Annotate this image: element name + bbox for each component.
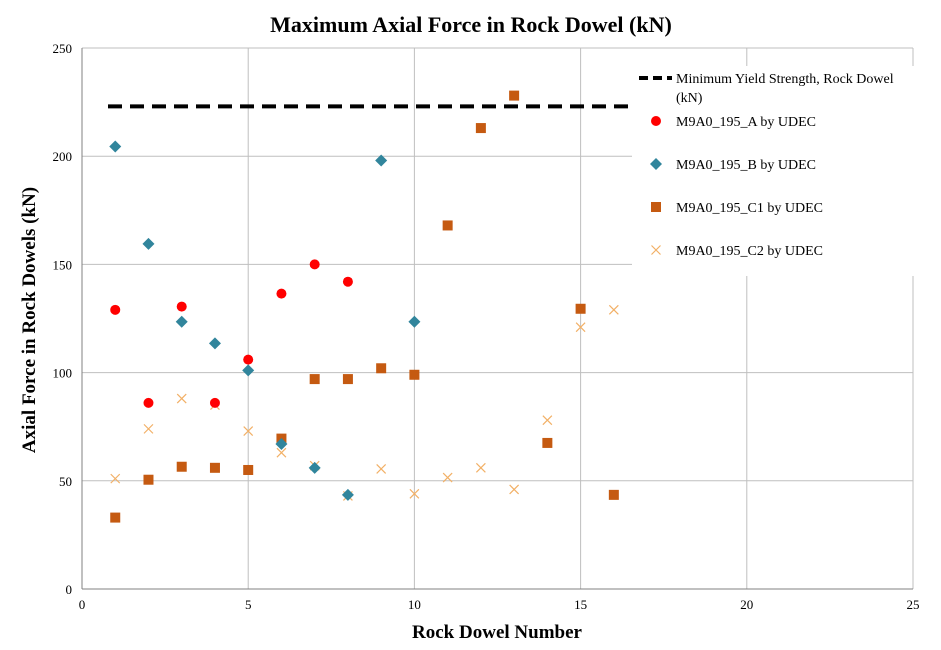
data-point-diamond [375, 154, 388, 167]
data-point-x [442, 472, 453, 483]
legend-swatch-square [651, 202, 661, 212]
data-point-circle [209, 397, 220, 408]
data-point-circle [342, 276, 353, 287]
data-point-diamond [275, 438, 288, 451]
legend: Minimum Yield Strength, Rock Dowel (kN) M9… [639, 72, 894, 259]
data-point-x [608, 304, 619, 315]
data-point-square [209, 462, 220, 473]
data-point-diamond [242, 364, 255, 377]
data-point-x [276, 447, 287, 458]
data-point-square [542, 437, 553, 448]
data-marks [109, 90, 619, 523]
data-point-square [342, 374, 353, 385]
y-axis-label: Axial Force in Rock Dowels (kN) [19, 187, 40, 453]
data-point-square [309, 374, 320, 385]
data-point-circle [110, 304, 121, 315]
legend-label: M9A0_195_A by UDEC [676, 115, 816, 130]
data-point-x [509, 484, 520, 495]
data-point-square [143, 474, 154, 485]
legend-swatch-x [651, 245, 661, 255]
data-point-square [409, 369, 420, 380]
chart-title: Maximum Axial Force in Rock Dowel (kN) [270, 12, 672, 37]
data-point-diamond [175, 315, 188, 328]
y-tick-label: 0 [66, 582, 73, 597]
data-point-diamond [341, 488, 354, 501]
data-point-diamond [109, 140, 122, 153]
legend-box [632, 66, 925, 276]
legend-swatch-diamond [650, 158, 662, 170]
legend-label: M9A0_195_B by UDEC [676, 158, 816, 173]
data-point-square [243, 464, 254, 475]
data-point-square [608, 489, 619, 500]
x-tick-label: 10 [408, 597, 421, 612]
data-point-square [442, 220, 453, 231]
data-point-x [475, 462, 486, 473]
data-point-circle [243, 354, 254, 365]
data-point-circle [309, 259, 320, 270]
legend-label-reference-line-unit: (kN) [676, 91, 703, 106]
legend-swatch-circle [651, 116, 661, 126]
data-point-square [509, 90, 520, 101]
data-point-x [542, 415, 553, 426]
x-tick-label: 25 [907, 597, 920, 612]
data-point-square [110, 512, 121, 523]
x-tick-label: 5 [245, 597, 252, 612]
x-tick-label: 15 [574, 597, 587, 612]
data-point-x [110, 473, 121, 484]
data-point-circle [176, 301, 187, 312]
y-tick-label: 50 [59, 474, 72, 489]
legend-label: M9A0_195_C1 by UDEC [676, 201, 823, 216]
data-point-circle [143, 397, 154, 408]
data-point-circle [276, 288, 287, 299]
data-point-diamond [208, 337, 221, 350]
y-tick-label: 200 [53, 149, 73, 164]
legend-label-reference-line: Minimum Yield Strength, Rock Dowel [676, 72, 894, 87]
data-point-square [475, 123, 486, 134]
axes: 0 50 100 150 200 250 0 5 10 15 20 25 [53, 41, 920, 612]
legend-label: M9A0_195_C2 by UDEC [676, 244, 823, 259]
data-point-diamond [308, 461, 321, 474]
data-point-diamond [408, 315, 421, 328]
x-tick-label: 20 [740, 597, 753, 612]
y-tick-label: 150 [53, 257, 73, 272]
data-point-x [575, 322, 586, 333]
data-point-x [143, 423, 154, 434]
data-point-square [376, 363, 387, 374]
data-point-x [176, 393, 187, 404]
data-point-square [176, 461, 187, 472]
x-axis-label: Rock Dowel Number [412, 622, 582, 643]
data-point-square [575, 303, 586, 314]
data-point-diamond [142, 237, 155, 250]
data-point-x [243, 426, 254, 436]
y-tick-label: 250 [53, 41, 73, 56]
data-point-x [376, 463, 387, 474]
data-point-x [409, 488, 420, 499]
y-tick-label: 100 [53, 366, 73, 381]
x-tick-label: 0 [79, 597, 86, 612]
